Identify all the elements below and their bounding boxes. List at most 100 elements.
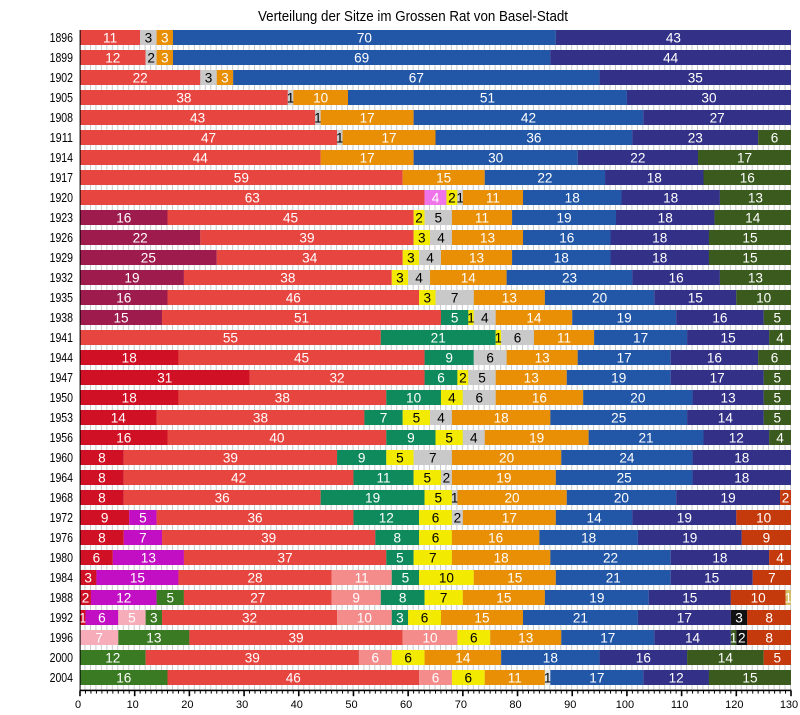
svg-text:15: 15 — [742, 670, 757, 685]
svg-text:1926: 1926 — [50, 231, 73, 245]
svg-text:12: 12 — [729, 430, 744, 445]
svg-text:69: 69 — [354, 50, 369, 65]
svg-text:1: 1 — [451, 490, 459, 505]
svg-text:3: 3 — [205, 70, 213, 85]
svg-text:17: 17 — [381, 130, 396, 145]
svg-text:43: 43 — [666, 30, 681, 45]
svg-text:23: 23 — [562, 270, 577, 285]
svg-text:22: 22 — [603, 550, 618, 565]
svg-text:17: 17 — [589, 670, 604, 685]
svg-text:2: 2 — [415, 210, 423, 225]
svg-text:18: 18 — [122, 350, 137, 365]
svg-text:1: 1 — [730, 630, 738, 645]
svg-text:67: 67 — [409, 70, 424, 85]
svg-text:1960: 1960 — [50, 451, 73, 465]
svg-text:15: 15 — [721, 330, 736, 345]
svg-text:34: 34 — [302, 250, 318, 265]
svg-text:22: 22 — [133, 70, 148, 85]
svg-text:80: 80 — [509, 699, 521, 710]
svg-text:1992: 1992 — [50, 611, 73, 625]
svg-text:6: 6 — [465, 670, 473, 685]
svg-text:44: 44 — [663, 50, 679, 65]
svg-text:20: 20 — [614, 490, 630, 505]
svg-text:8: 8 — [98, 530, 106, 545]
svg-text:42: 42 — [521, 110, 536, 125]
svg-text:17: 17 — [617, 350, 632, 365]
svg-text:43: 43 — [190, 110, 205, 125]
svg-text:19: 19 — [682, 530, 697, 545]
svg-text:6: 6 — [514, 330, 522, 345]
svg-text:13: 13 — [748, 270, 763, 285]
svg-text:15: 15 — [682, 590, 697, 605]
svg-text:1: 1 — [495, 330, 503, 345]
svg-text:5: 5 — [434, 490, 442, 505]
svg-text:1: 1 — [544, 670, 552, 685]
svg-text:6: 6 — [486, 350, 494, 365]
svg-text:6: 6 — [404, 650, 412, 665]
svg-text:3: 3 — [424, 290, 432, 305]
svg-text:3: 3 — [396, 610, 404, 625]
svg-text:2: 2 — [454, 510, 462, 525]
svg-text:12: 12 — [669, 670, 684, 685]
svg-text:6: 6 — [98, 610, 106, 625]
svg-text:36: 36 — [526, 130, 541, 145]
svg-text:13: 13 — [721, 390, 736, 405]
svg-text:16: 16 — [636, 650, 651, 665]
svg-text:1905: 1905 — [50, 91, 73, 105]
svg-text:5: 5 — [424, 470, 432, 485]
svg-text:22: 22 — [630, 150, 645, 165]
svg-text:1896: 1896 — [50, 31, 73, 45]
svg-text:1972: 1972 — [50, 511, 73, 525]
svg-text:25: 25 — [141, 250, 156, 265]
svg-text:1: 1 — [79, 610, 87, 625]
svg-text:30: 30 — [701, 90, 717, 105]
svg-text:14: 14 — [685, 630, 701, 645]
svg-text:1941: 1941 — [50, 331, 73, 345]
svg-text:39: 39 — [245, 650, 260, 665]
svg-text:1996: 1996 — [50, 631, 73, 645]
svg-text:1988: 1988 — [50, 591, 73, 605]
svg-text:15: 15 — [496, 590, 511, 605]
svg-text:16: 16 — [116, 670, 131, 685]
svg-text:3: 3 — [418, 230, 426, 245]
svg-text:6: 6 — [475, 390, 483, 405]
svg-text:13: 13 — [480, 230, 495, 245]
svg-text:1932: 1932 — [50, 271, 73, 285]
svg-text:1944: 1944 — [50, 351, 73, 365]
svg-text:30: 30 — [488, 150, 504, 165]
svg-text:4: 4 — [415, 270, 423, 285]
svg-text:7: 7 — [95, 630, 103, 645]
svg-text:4: 4 — [776, 330, 784, 345]
svg-text:11: 11 — [103, 30, 117, 45]
svg-text:14: 14 — [718, 650, 734, 665]
svg-text:9: 9 — [407, 430, 415, 445]
svg-text:15: 15 — [113, 310, 128, 325]
svg-text:18: 18 — [647, 170, 662, 185]
svg-text:9: 9 — [358, 450, 366, 465]
svg-text:20: 20 — [505, 490, 521, 505]
svg-text:46: 46 — [286, 670, 301, 685]
svg-text:9: 9 — [763, 530, 771, 545]
svg-text:21: 21 — [431, 330, 446, 345]
svg-text:19: 19 — [124, 270, 139, 285]
svg-text:10: 10 — [439, 570, 455, 585]
svg-text:47: 47 — [201, 130, 216, 145]
svg-text:9: 9 — [445, 350, 453, 365]
svg-text:19: 19 — [677, 510, 692, 525]
svg-text:14: 14 — [111, 410, 127, 425]
svg-text:8: 8 — [393, 530, 401, 545]
svg-text:55: 55 — [223, 330, 238, 345]
svg-text:1935: 1935 — [50, 291, 73, 305]
svg-text:4: 4 — [426, 250, 434, 265]
svg-text:8: 8 — [399, 590, 407, 605]
svg-text:5: 5 — [128, 610, 136, 625]
svg-text:38: 38 — [253, 410, 268, 425]
svg-text:15: 15 — [474, 610, 489, 625]
svg-text:6: 6 — [421, 610, 429, 625]
svg-text:16: 16 — [532, 390, 547, 405]
svg-text:19: 19 — [589, 590, 604, 605]
svg-text:6: 6 — [771, 130, 779, 145]
svg-text:19: 19 — [496, 470, 511, 485]
svg-text:10: 10 — [357, 610, 373, 625]
svg-text:25: 25 — [611, 410, 626, 425]
